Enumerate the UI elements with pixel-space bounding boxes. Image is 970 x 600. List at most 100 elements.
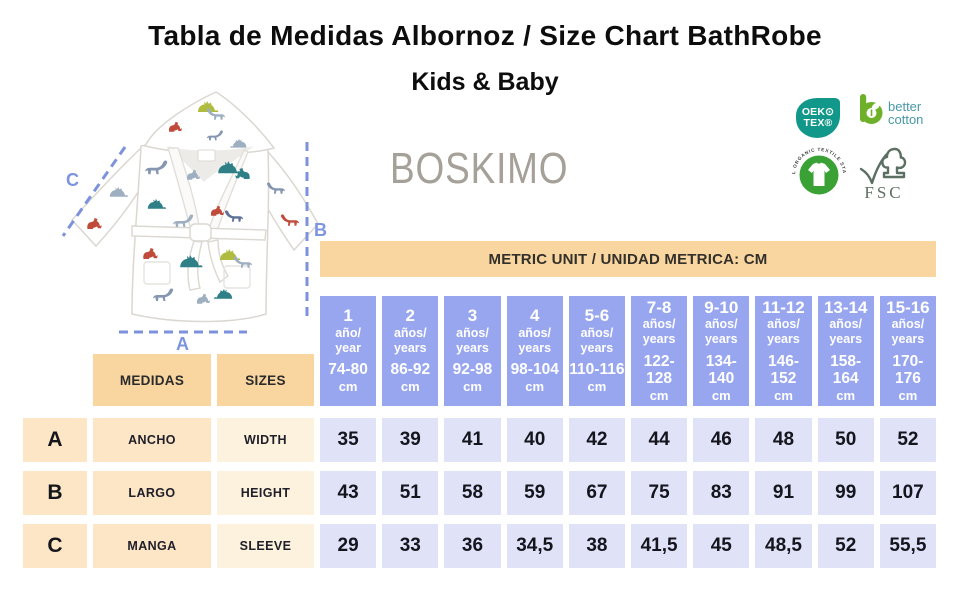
- size-column-header: 3 años/years 92-98 cm: [444, 296, 501, 406]
- size-col-es: año/: [335, 325, 361, 340]
- measure-letter: B: [23, 471, 87, 515]
- size-col-range: 110-116: [569, 361, 625, 379]
- value-cell: 75: [631, 471, 688, 515]
- page-title: Tabla de Medidas Albornoz / Size Chart B…: [148, 20, 822, 51]
- size-col-es: años/: [518, 325, 552, 340]
- value-cell: 33: [382, 524, 439, 568]
- value-cell: 52: [879, 418, 936, 462]
- size-col-es: años/: [580, 325, 614, 340]
- fsc-label: FSC: [864, 183, 903, 202]
- size-col-age: 4: [529, 306, 540, 326]
- value-cell: 55,5: [879, 524, 936, 568]
- size-col-es: años/: [642, 317, 676, 332]
- measurement-lines: [61, 142, 309, 334]
- value-cell: 107: [879, 471, 936, 515]
- fsc-tree-icon: [881, 147, 907, 179]
- value-cell: 83: [693, 471, 750, 515]
- measure-label-es: ANCHO: [93, 418, 211, 462]
- size-col-es: años/: [829, 317, 863, 332]
- size-col-en: years: [642, 332, 676, 347]
- better-cotton-line1: better: [888, 99, 922, 114]
- size-col-unit: cm: [587, 379, 607, 395]
- value-cell: 35: [320, 418, 377, 462]
- value-cell: 50: [817, 418, 874, 462]
- size-column-header: 15-16 años/years 170-176 cm: [879, 296, 936, 406]
- page-subtitle: Kids & Baby: [411, 68, 559, 96]
- value-cell: 38: [568, 524, 625, 568]
- better-cotton-logo: better cotton: [858, 93, 923, 126]
- oeko-line2: TEX®: [803, 117, 833, 129]
- measure-label-es: MANGA: [93, 524, 211, 568]
- size-col-age: 1: [343, 306, 353, 326]
- size-col-range: 98-104: [510, 361, 559, 379]
- value-cell: 99: [817, 471, 874, 515]
- size-col-en: years: [829, 332, 863, 347]
- label-b: B: [314, 220, 327, 240]
- size-column-header: 2 años/years 86-92 cm: [382, 296, 439, 406]
- measure-label-en: HEIGHT: [217, 471, 314, 515]
- measure-line-c: [61, 146, 127, 237]
- size-col-en: years: [393, 341, 427, 356]
- value-cell: 39: [382, 418, 439, 462]
- value-cell: 58: [444, 471, 501, 515]
- size-col-es: años/: [704, 317, 738, 332]
- size-column-header: 4 años/years 98-104 cm: [506, 296, 563, 406]
- size-col-range: 170-176: [892, 352, 924, 388]
- value-cell: 46: [693, 418, 750, 462]
- value-cell: 51: [382, 471, 439, 515]
- value-cell: 91: [755, 471, 812, 515]
- size-col-range: 92-98: [452, 361, 493, 379]
- value-cell: 34,5: [506, 524, 563, 568]
- label-c: C: [66, 170, 79, 190]
- label-a: A: [176, 334, 189, 354]
- size-col-unit: cm: [711, 388, 731, 404]
- value-cell: 48: [755, 418, 812, 462]
- size-column-header: 1 año/year 74-80 cm: [320, 296, 377, 406]
- size-col-age: 5-6: [584, 306, 610, 326]
- value-cell: 45: [693, 524, 750, 568]
- medidas-header: MEDIDAS: [93, 354, 211, 406]
- brand-logo: BOSKIMO: [390, 144, 569, 193]
- size-col-en: years: [767, 332, 800, 347]
- size-col-unit: cm: [338, 379, 358, 395]
- size-col-range: 122-128: [643, 352, 675, 388]
- size-column-header: 5-6 años/years 110-116 cm: [568, 296, 625, 406]
- size-col-range: 74-80: [328, 361, 368, 379]
- better-cotton-b-icon: [860, 94, 883, 124]
- value-cell: 42: [568, 418, 625, 462]
- measure-label-en: SLEEVE: [217, 524, 314, 568]
- size-table: METRIC UNIT / UNIDAD METRICA: CM MEDIDAS S…: [23, 241, 936, 568]
- size-col-unit: cm: [463, 379, 482, 395]
- size-col-es: años/: [456, 325, 489, 340]
- size-column-header: 13-14 años/years 158-164 cm: [817, 296, 874, 406]
- oeko-line1: OEK⊙: [801, 105, 835, 118]
- size-col-age: 3: [467, 306, 478, 326]
- value-cell: 44: [631, 418, 688, 462]
- neck-tag: [197, 149, 216, 162]
- size-col-age: 7-8: [646, 297, 672, 317]
- size-col-age: 15-16: [886, 297, 930, 317]
- size-column-header: 7-8 años/years 122-128 cm: [631, 296, 688, 406]
- value-cell: 40: [506, 418, 563, 462]
- robe-pockets: [143, 261, 251, 289]
- measure-label-es: LARGO: [93, 471, 211, 515]
- value-cell: 67: [568, 471, 625, 515]
- size-col-range: 86-92: [390, 361, 431, 379]
- measure-letter: A: [23, 418, 87, 462]
- size-col-range: 146-152: [767, 352, 799, 388]
- value-cell: 29: [320, 524, 377, 568]
- size-col-age: 9-10: [704, 297, 739, 317]
- size-col-en: years: [704, 332, 738, 347]
- gots-shirt-icon: [808, 162, 830, 186]
- value-cell: 41: [444, 418, 501, 462]
- size-col-en: years: [518, 341, 552, 356]
- size-col-unit: cm: [400, 379, 420, 395]
- size-col-en: years: [580, 341, 614, 356]
- size-column-header: 11-12 años/years 146-152 cm: [755, 296, 812, 406]
- size-col-en: years: [891, 332, 925, 347]
- value-cell: 52: [817, 524, 874, 568]
- size-col-range: 158-164: [830, 352, 862, 388]
- sizes-header: SIZES: [217, 354, 314, 406]
- measure-letter: C: [23, 524, 87, 568]
